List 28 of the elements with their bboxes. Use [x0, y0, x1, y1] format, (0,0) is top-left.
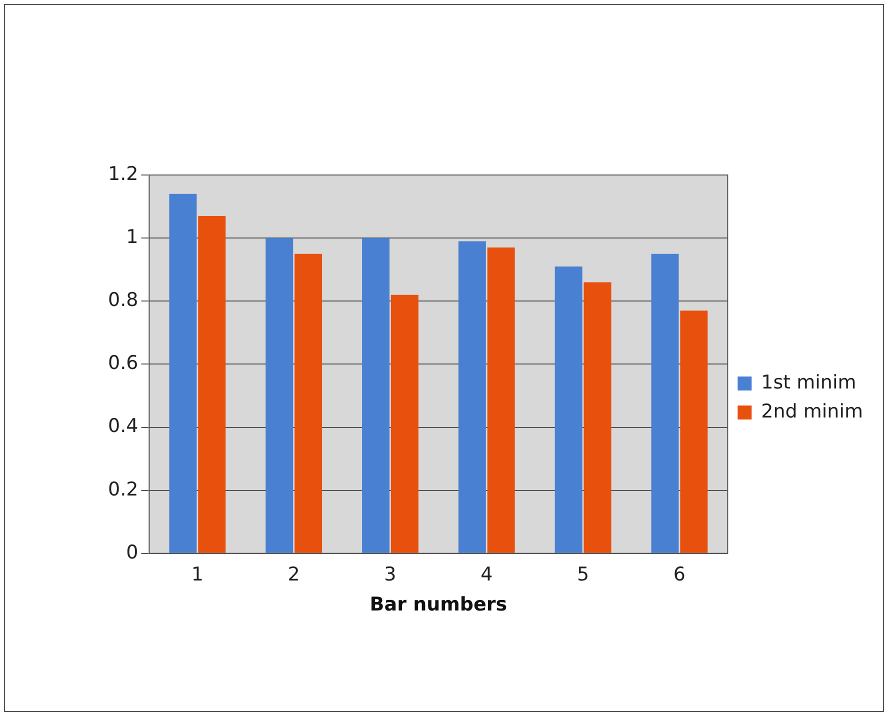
x-tick-label: 6 — [673, 564, 686, 586]
x-tick-label: 1 — [191, 564, 204, 586]
x-tick-label: 5 — [576, 564, 590, 586]
bar — [651, 254, 679, 553]
x-axis-title: Bar numbers — [370, 594, 508, 616]
y-tick-label: 0 — [126, 541, 138, 564]
y-tick-label: 0.4 — [108, 415, 138, 438]
bar — [294, 254, 322, 553]
bar — [169, 194, 197, 553]
x-tick-label: 4 — [480, 564, 493, 586]
bar — [554, 266, 582, 553]
y-tick-label: 0.2 — [108, 478, 138, 500]
y-tick-label: 1.2 — [108, 162, 138, 185]
bar — [487, 248, 515, 553]
y-tick-label: 1 — [126, 226, 138, 248]
y-tick-label: 0.8 — [108, 289, 138, 312]
legend-label: 1st minim — [761, 371, 856, 394]
bar — [680, 310, 708, 553]
bar — [584, 282, 612, 553]
bar — [390, 294, 418, 553]
bar — [266, 238, 294, 553]
x-tick-label: 2 — [288, 564, 300, 586]
bar — [198, 216, 226, 553]
y-tick-label: 0.6 — [108, 352, 138, 374]
x-tick-label: 3 — [384, 564, 396, 586]
bar — [362, 238, 390, 553]
legend-label: 2nd minim — [761, 400, 864, 422]
bar — [458, 241, 486, 553]
